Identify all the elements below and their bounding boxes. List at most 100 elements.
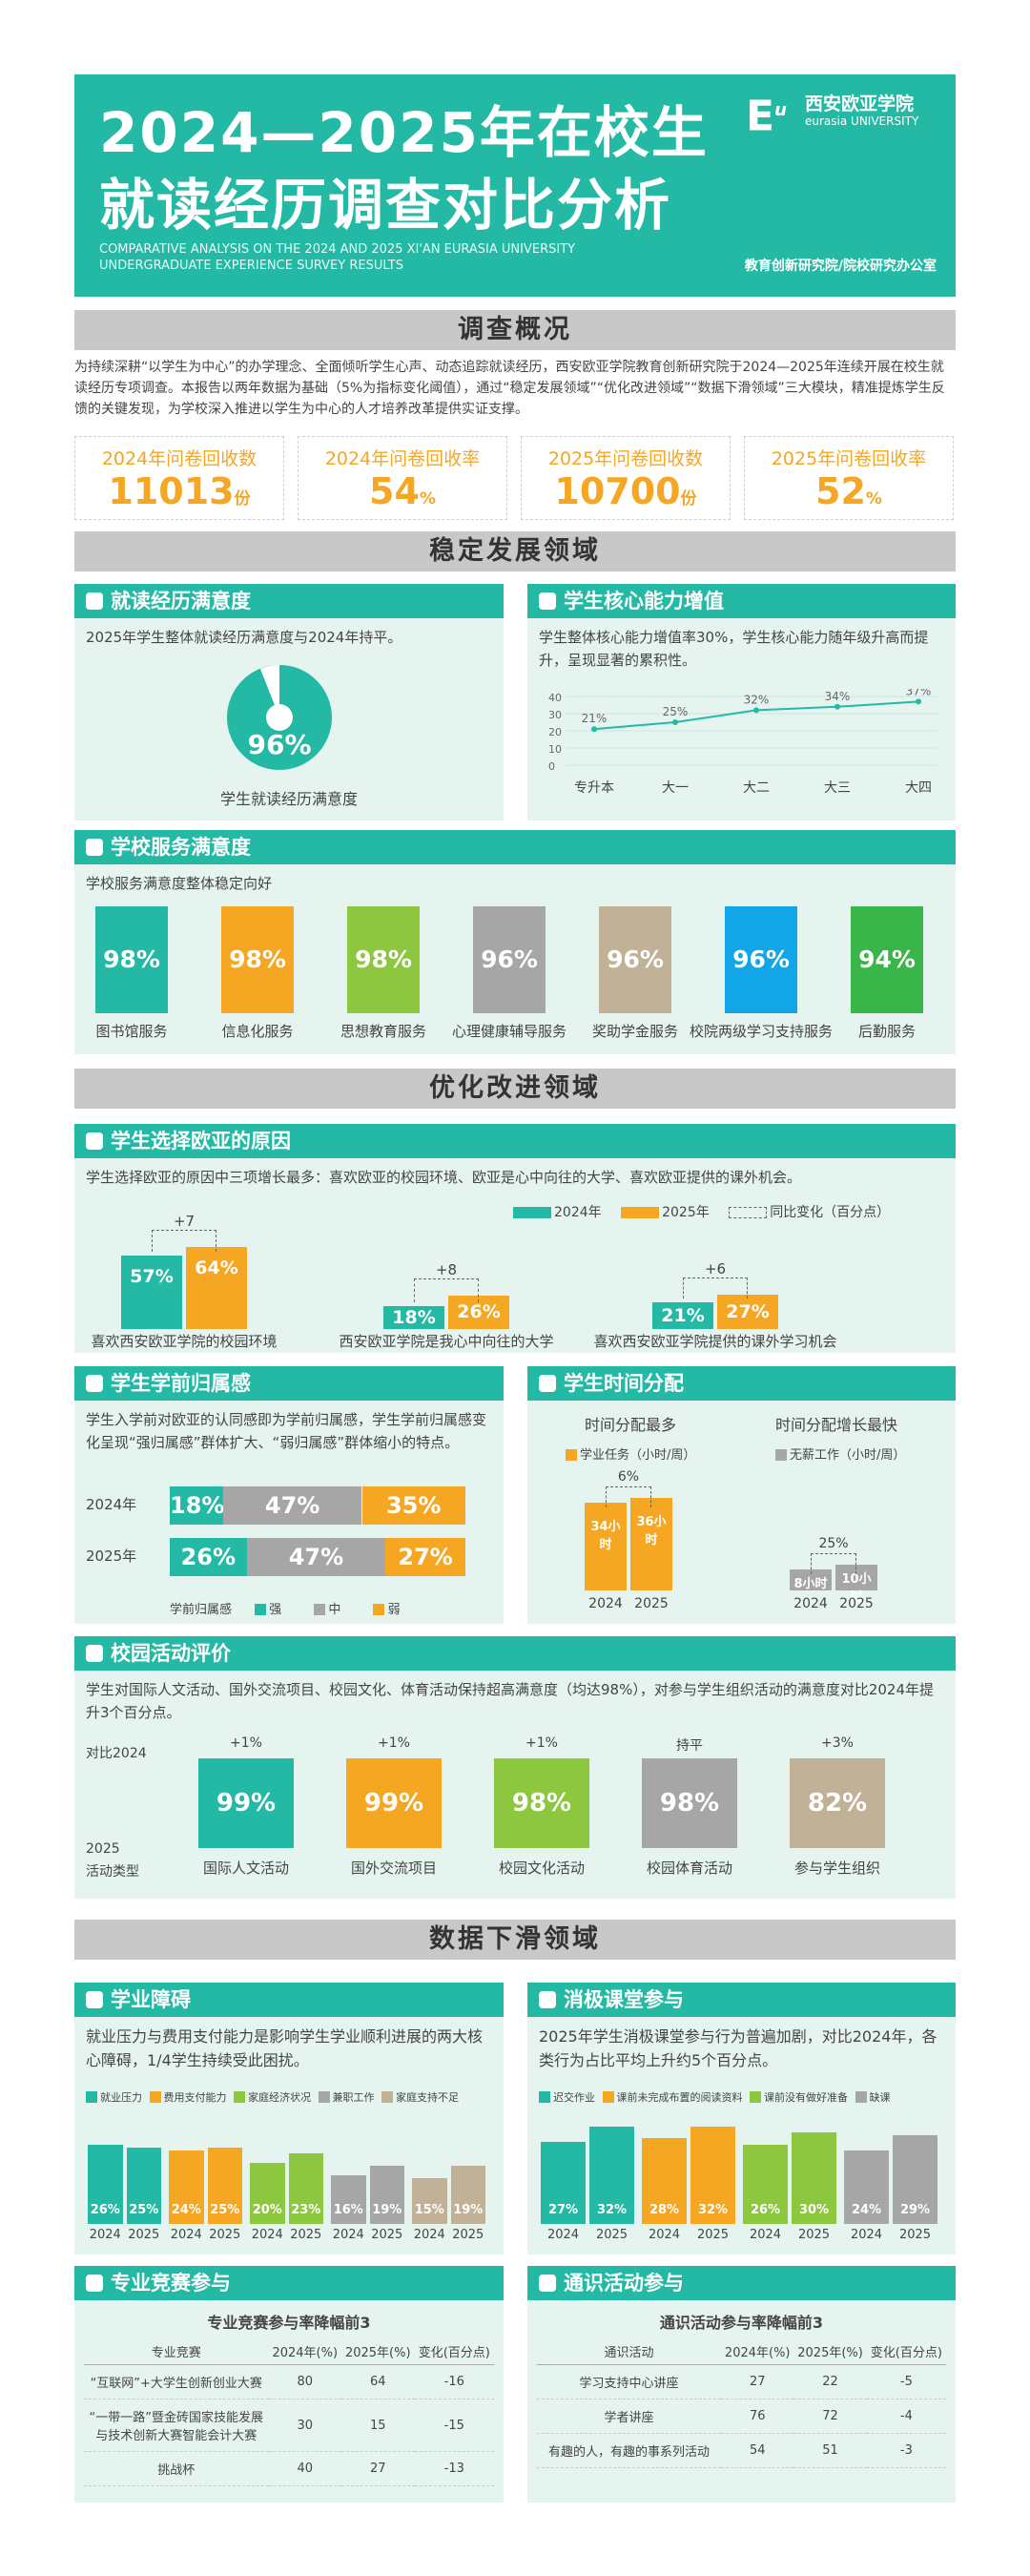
y-tick: 30: [548, 709, 562, 721]
change-value: +7: [173, 1212, 196, 1230]
table-cell: -4: [866, 2399, 946, 2434]
data-point: [753, 707, 759, 714]
change-bracket: [414, 1278, 479, 1302]
activity-bar: 99%: [346, 1758, 442, 1848]
kpi-card: 2025年问卷回收率 52%: [744, 436, 954, 520]
kpi-card: 2025年问卷回收数 10700份: [521, 436, 731, 520]
activity-change: 持平: [676, 1738, 703, 1754]
table-header: 2025年(%): [793, 2338, 867, 2365]
bar-year: 2025: [209, 2228, 241, 2242]
bar-year: 2025: [371, 2228, 403, 2242]
grouped-bar: 15%: [412, 2178, 447, 2224]
table-cell: 51: [793, 2433, 867, 2468]
bar-year: 2025: [797, 2228, 831, 2242]
table-cell: 有趣的人，有趣的事系列活动: [537, 2433, 722, 2468]
legend-swatch: [381, 2091, 393, 2103]
table-header: 通识活动: [537, 2338, 722, 2365]
row-label-year: 2025: [86, 1841, 120, 1857]
activity-change: +1%: [525, 1735, 558, 1751]
panel-text: 学生选择欧亚的原因中三项增长最多：喜欢欧亚的校园环境、欧亚是心中向往的大学、喜欢…: [86, 1169, 802, 1186]
table-title: 专业竞赛参与率降幅前3: [207, 2314, 371, 2332]
stack-segment: 35%: [361, 1486, 465, 1525]
legend-swatch: [602, 2091, 614, 2103]
grouped-bar: 20%: [250, 2163, 285, 2224]
grouped-bar: 24%: [169, 2150, 204, 2224]
panel-header: 通识活动参与: [527, 2266, 956, 2300]
panel-text: 学生整体核心能力增值率30%，学生核心能力随年级升高而提升，呈现显著的累积性。: [539, 629, 929, 669]
bar-year: 2024: [89, 2228, 121, 2242]
bar-year: 2024: [251, 2228, 283, 2242]
table-header: 2024年(%): [721, 2338, 794, 2365]
logo-mark: Eu: [746, 92, 787, 141]
time-legend-2: 无薪工作（小时/周）: [775, 1444, 905, 1463]
report-title-line1: 2024—2025年在校生: [99, 100, 709, 165]
activity-change: +1%: [378, 1735, 410, 1751]
time-bar: 34小时: [585, 1503, 627, 1590]
category-label: 喜欢西安欧亚学院的校园环境: [91, 1333, 278, 1350]
grouped-bar: 23%: [288, 2153, 323, 2224]
report-subtitle-en: COMPARATIVE ANALYSIS ON THE 2024 AND 202…: [99, 242, 576, 273]
table-cell: 80: [268, 2364, 342, 2399]
grouped-bar: 32%: [589, 2126, 634, 2224]
bar-2024: 57%: [121, 1256, 182, 1329]
row-label-type: 活动类型: [86, 1864, 139, 1880]
y-tick: 20: [548, 726, 562, 738]
data-point: [916, 698, 921, 705]
data-label: 34%: [825, 690, 851, 703]
kpi-card: 2024年问卷回收率 54%: [298, 436, 507, 520]
table-cell: 15: [341, 2399, 415, 2452]
bar-2025: 26%: [448, 1295, 509, 1329]
obstacles-panel: 学业障碍 就业压力与费用支付能力是影响学生学业顺利进展的两大核心障碍，1/4学生…: [74, 1983, 504, 2254]
time-year: 2024: [588, 1596, 623, 1611]
service-label: 思想教育服务: [340, 1023, 426, 1040]
data-point: [834, 703, 840, 710]
panel-header: 学生时间分配: [527, 1366, 956, 1401]
change-bracket: [683, 1277, 748, 1298]
row-label-compare: 对比2024: [86, 1746, 147, 1761]
table-header: 2024年(%): [268, 2338, 342, 2365]
legend-swatch: [775, 1449, 787, 1461]
stack-segment: 47%: [222, 1486, 362, 1525]
table-cell: 27: [721, 2364, 794, 2399]
bar-year: 2024: [850, 2228, 883, 2242]
stack-segment: 26%: [170, 1538, 247, 1576]
panel-header: 专业竞赛参与: [74, 2266, 504, 2300]
time-year: 2024: [793, 1596, 828, 1611]
panel-header: 学生选择欧亚的原因: [74, 1124, 956, 1158]
activity-panel: 校园活动评价 学生对国际人文活动、国外交流项目、校园文化、体育活动保持超高满意度…: [74, 1636, 956, 1899]
y-tick: 40: [548, 692, 562, 704]
satisfaction-value: 96%: [247, 729, 311, 760]
table-cell: -5: [866, 2364, 946, 2399]
table-row: 有趣的人，有趣的事系列活动 54 51 -3: [537, 2433, 946, 2468]
stack-segment: 47%: [246, 1538, 386, 1576]
bar-year: 2024: [648, 2228, 681, 2242]
panel-header: 校园活动评价: [74, 1636, 956, 1671]
table-header: 变化(百分点): [866, 2338, 946, 2365]
reasons-legend: 2024年 2025年 同比变化（百分点）: [513, 1202, 890, 1221]
bar-year: 2024: [749, 2228, 782, 2242]
book-icon: [86, 1991, 103, 2008]
bar-2024: 21%: [652, 1301, 713, 1329]
belonging-legend: 学前归属感 强 中 弱: [170, 1603, 401, 1617]
y-tick: 10: [548, 743, 562, 756]
x-tick-label: 大四: [905, 780, 932, 796]
service-bar: 98%: [95, 906, 168, 1013]
service-bar: 96%: [473, 906, 546, 1013]
grouped-bar: 25%: [126, 2148, 161, 2224]
decline-band: 数据下滑领域: [74, 1920, 956, 1960]
data-label: 25%: [663, 705, 689, 718]
general-table: 通识活动 2024年(%) 2025年(%) 变化(百分点) 学习支持中心讲座 27 22-…: [537, 2338, 946, 2468]
legend-swatch: [750, 2091, 761, 2103]
service-bar: 94%: [851, 906, 923, 1013]
time-bracket: [606, 1485, 651, 1507]
ability-line-chart: 40 30 20 10 0 21% 专升本 25% 大一 32% 大二 34% 大三 37% 大四: [548, 689, 937, 796]
grouped-bar: 25%: [207, 2148, 242, 2224]
satisfaction-pie: 96%: [227, 665, 332, 770]
grouped-bar: 29%: [893, 2135, 937, 2224]
passive-panel: 消极课堂参与 2025年学生消极课堂参与行为普遍加剧，对比2024年，各类行为占…: [527, 1983, 956, 2254]
service-label: 奖助学金服务: [591, 1023, 678, 1040]
grouped-bar: 26%: [743, 2144, 788, 2224]
activity-label: 国外交流项目: [350, 1859, 437, 1877]
grouped-bar: 32%: [690, 2126, 735, 2224]
legend-swatch: [86, 2091, 97, 2103]
